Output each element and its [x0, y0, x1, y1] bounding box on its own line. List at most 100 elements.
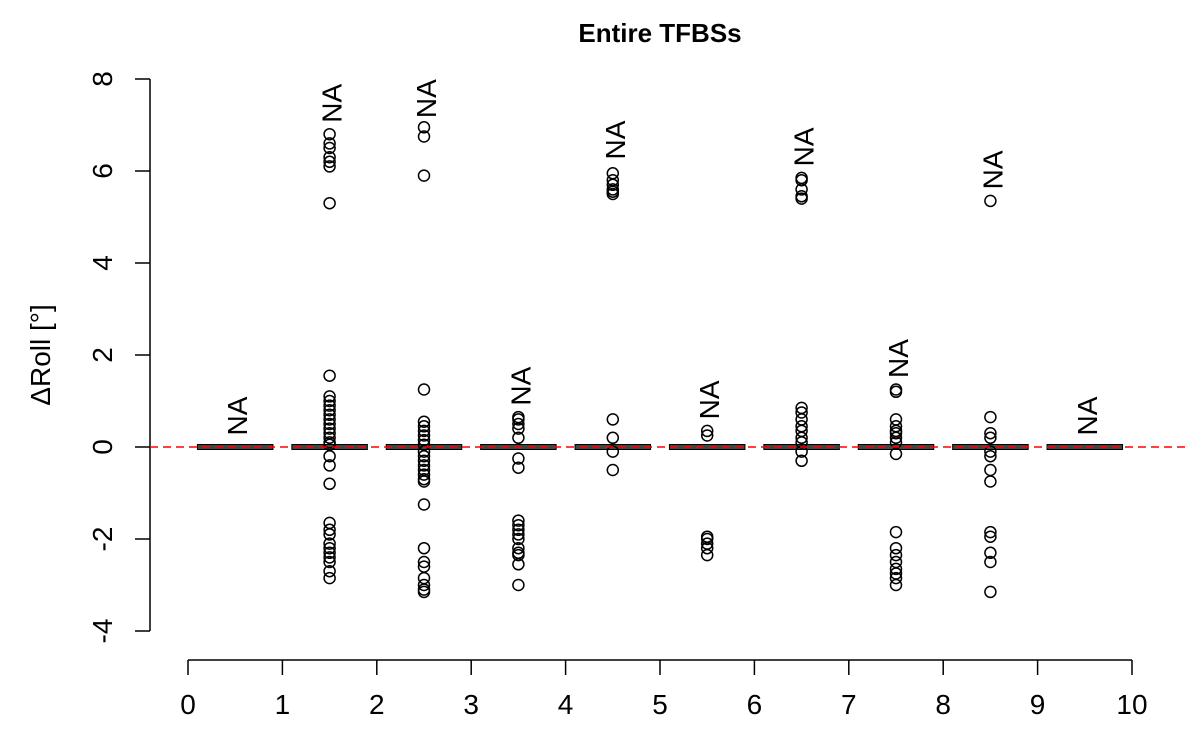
outlier-point: [323, 137, 336, 150]
outlier-point: [889, 525, 903, 539]
outlier-point: [323, 399, 336, 412]
outlier-point: [795, 406, 808, 419]
outlier-point: [512, 413, 525, 426]
outlier-point: [512, 514, 525, 527]
y-tick-label: 4: [87, 255, 118, 271]
outlier-point: [512, 461, 525, 474]
outlier-point: [323, 431, 336, 445]
outlier-point: [700, 541, 714, 555]
median-bar: [1046, 444, 1124, 450]
outlier-point: [512, 558, 525, 571]
y-tick-label: 8: [87, 71, 118, 87]
outlier-point: [323, 523, 336, 537]
outlier-point: [512, 452, 525, 465]
x-tick-label: 1: [275, 689, 291, 720]
outlier-point: [323, 528, 336, 541]
outlier-point: [417, 449, 431, 463]
outlier-point: [984, 449, 997, 463]
x-tick-label: 6: [747, 689, 763, 720]
outlier-point: [323, 141, 336, 155]
outlier-point: [984, 525, 997, 539]
outlier-point: [417, 383, 431, 396]
y-axis-label: ΔRoll [°]: [25, 304, 56, 405]
outlier-point: [512, 541, 525, 555]
outlier-point: [606, 463, 620, 477]
outlier-point: [606, 187, 620, 201]
outlier-point: [323, 571, 336, 585]
na-label: NA: [1072, 396, 1103, 435]
na-label: NA: [317, 83, 348, 122]
outlier-point: [323, 390, 336, 403]
outlier-point: [323, 555, 336, 569]
outlier-point: [323, 564, 336, 578]
outlier-point: [323, 403, 336, 417]
outlier-point: [984, 410, 997, 424]
outlier-point: [512, 532, 525, 546]
outlier-point: [323, 369, 336, 382]
outlier-point: [512, 518, 525, 532]
outlier-point: [417, 459, 431, 472]
x-tick-label: 2: [369, 689, 385, 720]
outlier-point: [323, 150, 336, 164]
na-label: NA: [505, 366, 536, 405]
x-tick-label: 8: [935, 689, 951, 720]
outlier-point: [417, 130, 431, 143]
outlier-point: [417, 555, 431, 569]
outlier-point: [984, 475, 997, 488]
median-bar: [291, 444, 368, 450]
x-tick-label: 10: [1116, 689, 1147, 720]
na-label: NA: [694, 380, 725, 419]
outlier-point: [512, 422, 525, 435]
outlier-point: [984, 463, 997, 477]
x-tick-label: 3: [463, 689, 479, 720]
outlier-point: [512, 548, 525, 562]
na-label: NA: [222, 396, 253, 435]
outlier-point: [323, 422, 336, 435]
outlier-point: [889, 578, 903, 592]
x-tick-label: 5: [652, 689, 668, 720]
outlier-point: [323, 413, 336, 426]
outlier-point: [323, 160, 336, 173]
outlier-point: [512, 528, 525, 541]
outlier-point: [417, 468, 431, 481]
outlier-point: [700, 429, 714, 442]
x-tick-label: 7: [841, 689, 857, 720]
outlier-point: [417, 475, 431, 488]
median-bar: [668, 444, 746, 450]
outlier-point: [512, 417, 525, 431]
outlier-point: [795, 173, 808, 187]
outlier-point: [512, 578, 525, 592]
outlier-point: [984, 555, 997, 569]
y-tick-label: 6: [87, 163, 118, 179]
x-tick-label: 0: [180, 689, 196, 720]
outlier-point: [889, 571, 903, 585]
na-label: NA: [789, 127, 820, 166]
outlier-point: [889, 447, 903, 461]
outlier-point: [889, 385, 903, 399]
outlier-point: [323, 127, 336, 141]
outlier-point: [323, 459, 336, 472]
outlier-point: [323, 537, 336, 550]
outlier-point: [889, 548, 903, 562]
outlier-point: [417, 454, 431, 468]
outlier-point: [984, 546, 997, 560]
outlier-point: [795, 436, 808, 449]
outlier-point: [417, 585, 431, 599]
outlier-point: [323, 551, 336, 564]
outlier-point: [700, 424, 714, 438]
outlier-point: [417, 169, 431, 182]
outlier-point: [417, 541, 431, 555]
outlier-point: [512, 431, 525, 445]
outlier-point: [323, 546, 336, 560]
outlier-point: [889, 426, 903, 440]
outlier-point: [323, 541, 336, 555]
outlier-point: [795, 192, 808, 205]
outlier-point: [323, 408, 336, 422]
outlier-point: [417, 445, 431, 458]
na-label: NA: [977, 150, 1008, 189]
chart-title: Entire TFBSs: [578, 18, 741, 48]
outlier-point: [323, 477, 336, 491]
outlier-point: [512, 523, 525, 537]
x-tick-label: 9: [1030, 689, 1046, 720]
outlier-point: [417, 429, 431, 442]
